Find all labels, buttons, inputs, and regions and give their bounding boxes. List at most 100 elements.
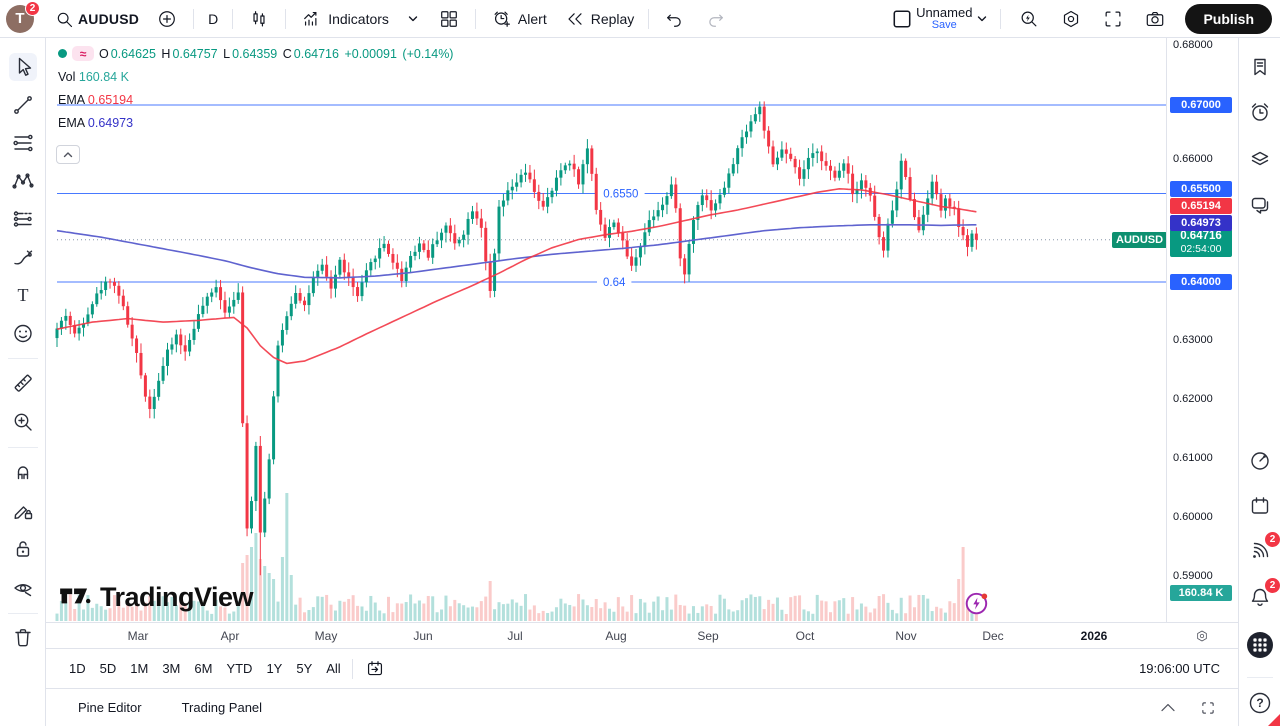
close-label: C (282, 46, 292, 61)
time-axis[interactable]: Mar Apr May Jun Jul Aug Sep Oct Nov Dec 2026 (46, 622, 1238, 648)
tool-brush-button[interactable] (9, 243, 37, 271)
alert-button[interactable]: Alert (484, 3, 553, 35)
price-axis[interactable]: 0.64716 02:54:00 0.68000 0.66000 0.63000 0.… (1166, 38, 1238, 622)
sidebar-calendar-button[interactable] (1246, 492, 1274, 520)
series-legend-row[interactable]: ≈ O 0.64625 H 0.64757 L 0.64359 C 0.64716 +0… (58, 46, 455, 61)
market-status-dot (58, 49, 67, 58)
ema1-legend-row[interactable]: EMA 0.65194 (58, 93, 455, 107)
range-1d-button[interactable]: 1D (62, 657, 93, 680)
range-all-button[interactable]: All (319, 657, 347, 680)
tool-cursor-button[interactable] (9, 53, 37, 81)
sidebar-streams-button[interactable]: 2 (1246, 532, 1280, 565)
sidebar-alerts-button[interactable] (1246, 98, 1274, 126)
bell-icon (1246, 583, 1274, 611)
tool-hide-drawings-button[interactable] (9, 574, 37, 602)
indicators-icon (300, 7, 324, 31)
chat-icon (1246, 191, 1274, 219)
range-6m-button[interactable]: 6M (187, 657, 219, 680)
time-tick: Apr (220, 629, 240, 643)
trading-panel-tab[interactable]: Trading Panel (181, 700, 263, 715)
volume-legend-row[interactable]: Vol 160.84 K (58, 70, 455, 84)
tool-zoom-in-button[interactable] (9, 408, 37, 436)
pine-editor-tab[interactable]: Pine Editor (78, 700, 142, 715)
chart-pane[interactable]: 0.6550 0.64 ≈ O 0.64625 H 0.64757 L 0.64359 … (46, 38, 1166, 622)
sidebar-object-tree-button[interactable] (1246, 144, 1274, 172)
gear-icon (1059, 7, 1083, 31)
price-tick: 0.61000 (1173, 452, 1213, 464)
ema2-legend-row[interactable]: EMA 0.64973 (58, 116, 455, 130)
sidebar-apps-button[interactable] (1246, 631, 1274, 659)
xabcd-pattern-icon (9, 167, 37, 195)
sidebar-notifications-button[interactable]: 2 (1246, 578, 1280, 611)
time-tick: 2026 (1080, 629, 1108, 643)
quick-search-button[interactable] (1011, 3, 1047, 35)
replay-button[interactable]: Replay (557, 3, 641, 35)
layout-grid-button[interactable] (431, 3, 467, 35)
range-3m-button[interactable]: 3M (155, 657, 187, 680)
snapshot-button[interactable] (1137, 3, 1173, 35)
save-layout-button[interactable]: Save (931, 18, 957, 31)
undo-button[interactable] (657, 3, 693, 35)
chart-style-button[interactable] (241, 3, 277, 35)
ema2-value: 0.64973 (87, 116, 134, 130)
level-lines: 0.6550 0.64 (57, 104, 1166, 289)
bottom-panel: Pine Editor Trading Panel (0, 689, 1238, 726)
sidebar-chats-button[interactable] (1246, 191, 1274, 219)
alarm-clock-icon (1246, 98, 1274, 126)
tool-drawing-mode-button[interactable] (9, 497, 37, 525)
symbol-search-button[interactable]: AUDUSD (48, 5, 145, 33)
indicators-button[interactable]: Indicators (294, 3, 395, 35)
range-5y-button[interactable]: 5Y (289, 657, 319, 680)
tool-magnet-button[interactable] (9, 458, 37, 486)
ruler-icon (9, 369, 37, 397)
range-1m-button[interactable]: 1M (123, 657, 155, 680)
chart-layout-cluster[interactable]: Unnamed Save (890, 6, 990, 31)
tool-lock-drawings-button[interactable] (9, 535, 37, 563)
tool-text-button[interactable]: T (9, 281, 37, 309)
legend-collapse-button[interactable] (56, 145, 80, 164)
high-label: H (161, 46, 171, 61)
redo-button[interactable] (697, 3, 733, 35)
timezone-button[interactable]: 19:06:00 UTC (1139, 661, 1220, 676)
range-ytd-button[interactable]: YTD (219, 657, 259, 680)
range-5d-button[interactable]: 5D (93, 657, 124, 680)
fullscreen-icon (1101, 7, 1125, 31)
calendar-icon (1246, 492, 1274, 520)
sidebar-watchlist-button[interactable] (1246, 53, 1274, 81)
price-tick: 0.68000 (1173, 39, 1213, 51)
avatar[interactable]: T 2 (6, 0, 40, 33)
chart-settings-button[interactable] (1053, 3, 1089, 35)
price-tick: 0.60000 (1173, 511, 1213, 523)
help-icon: ? (1246, 689, 1274, 717)
panel-expand-chevron-icon[interactable] (1156, 696, 1180, 720)
panel-maximize-icon[interactable] (1196, 696, 1220, 720)
magnet-icon (9, 458, 37, 486)
compare-add-symbol-button[interactable] (149, 3, 185, 35)
chevron-down-icon (405, 11, 421, 27)
tool-remove-drawings-button[interactable] (9, 623, 37, 651)
tool-emoji-button[interactable] (9, 319, 37, 347)
indicator-templates-button[interactable] (399, 7, 427, 31)
axis-settings-gear-icon[interactable] (1194, 628, 1210, 644)
range-1y-button[interactable]: 1Y (259, 657, 289, 680)
watermark-text: TradingView (100, 582, 254, 612)
sidebar-screener-button[interactable] (1246, 447, 1274, 475)
tool-measure-button[interactable] (9, 369, 37, 397)
streak-flame-button[interactable] (964, 590, 990, 616)
divider (8, 447, 38, 448)
publish-button[interactable]: Publish (1185, 3, 1272, 34)
layout-name: Unnamed (916, 4, 973, 20)
tool-xabcd-pattern-button[interactable] (9, 167, 37, 195)
chevron-down-icon[interactable] (974, 11, 990, 27)
volume-value: 160.84 K (78, 70, 129, 84)
interval-button[interactable]: D (202, 7, 224, 31)
fullscreen-button[interactable] (1095, 3, 1131, 35)
alarm-plus-icon (490, 7, 514, 31)
tool-forecast-button[interactable] (9, 205, 37, 233)
forecast-icon (9, 205, 37, 233)
sidebar-help-button[interactable]: ? (1246, 689, 1274, 717)
goto-date-icon[interactable] (363, 657, 387, 681)
tool-trend-line-button[interactable] (9, 91, 37, 119)
tool-fib-retracement-button[interactable] (9, 129, 37, 157)
date-range-toolbar: 1D 5D 1M 3M 6M YTD 1Y 5Y All 19:06:00 UTC (0, 648, 1238, 689)
